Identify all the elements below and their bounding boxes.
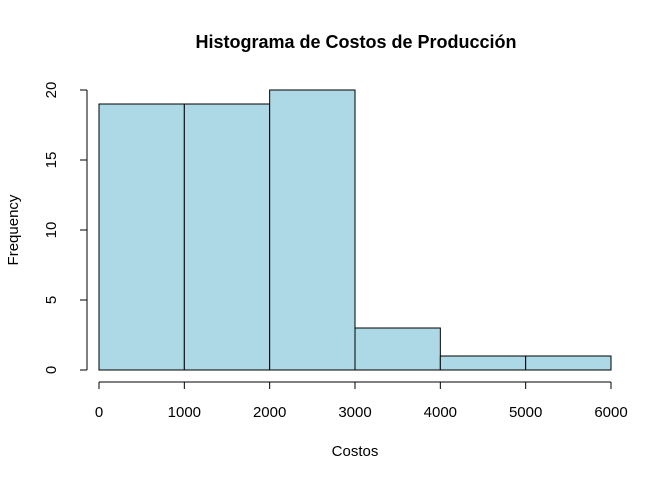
x-axis-label: Costos: [332, 443, 379, 460]
x-tick-label-5: 5000: [509, 404, 542, 421]
x-axis: 0 1000 2000 3000 4000 5000 6000: [95, 381, 628, 421]
histogram-bar-5: [525, 355, 612, 371]
y-axis-label: Frequency: [5, 194, 22, 265]
histogram-bar-2: [269, 89, 356, 371]
bars-group: [98, 89, 612, 371]
y-tick-label-4: 20: [43, 82, 60, 99]
histogram-bar-0: [98, 103, 185, 371]
y-tick-label-3: 15: [43, 152, 60, 169]
y-tick-label-1: 5: [43, 296, 60, 304]
histogram-bar-1: [183, 103, 271, 371]
y-tick-label-0: 0: [43, 366, 60, 374]
x-tick-label-1: 1000: [168, 404, 201, 421]
x-tick-label-3: 3000: [338, 404, 371, 421]
y-tick-label-2: 10: [43, 222, 60, 239]
y-axis: 0 5 10 15 20: [43, 82, 88, 374]
x-tick-label-4: 4000: [424, 404, 457, 421]
histogram-bar-3: [354, 327, 441, 371]
x-tick-label-6: 6000: [594, 404, 627, 421]
chart-title: Histograma de Costos de Producción: [195, 32, 516, 52]
x-tick-label-0: 0: [95, 404, 103, 421]
histogram-bar-4: [439, 355, 527, 371]
x-tick-label-2: 2000: [253, 404, 286, 421]
